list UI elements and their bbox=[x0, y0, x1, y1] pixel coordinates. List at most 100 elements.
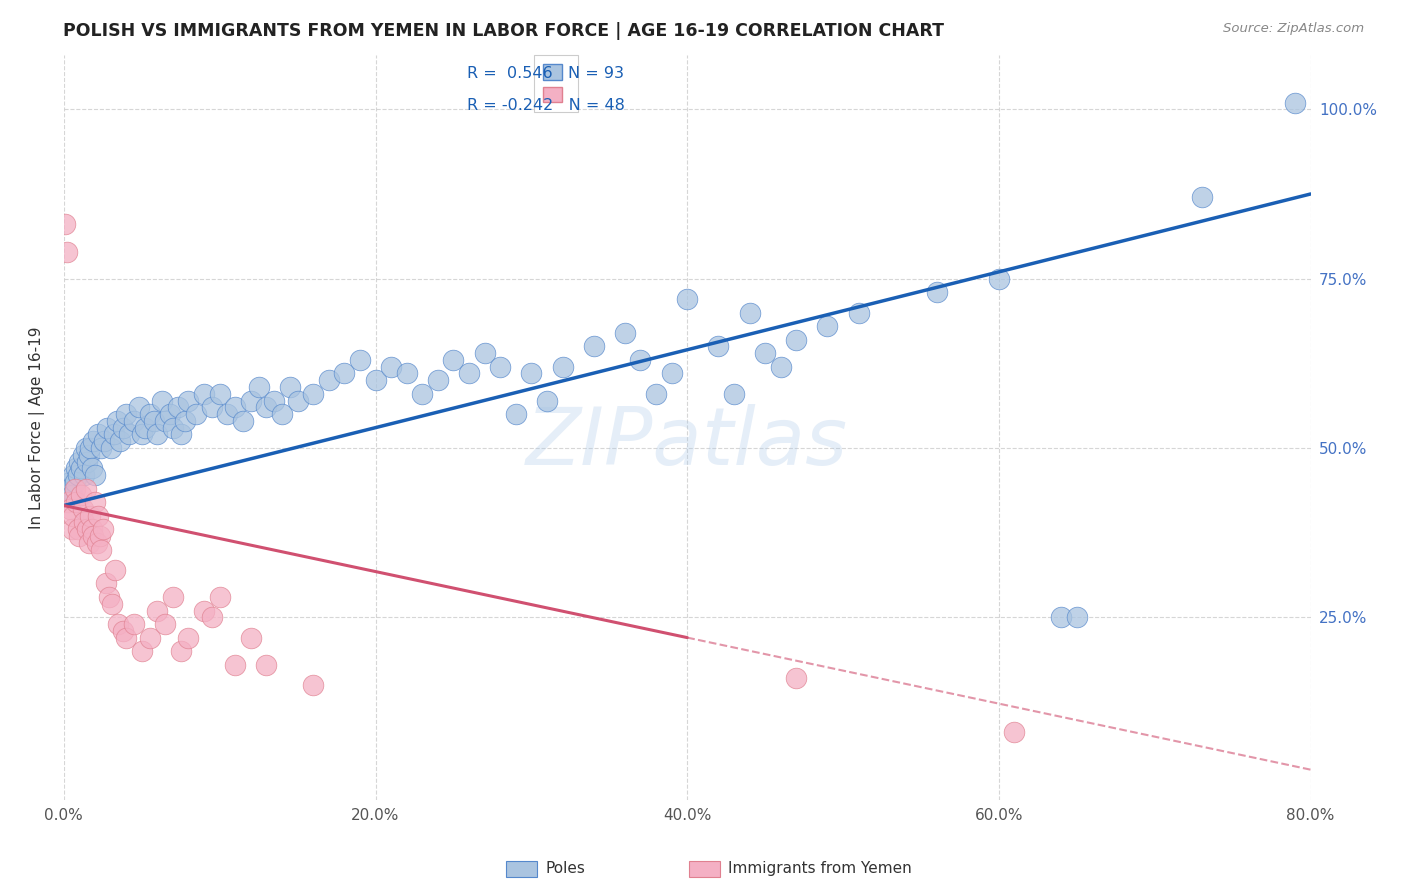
Text: Source: ZipAtlas.com: Source: ZipAtlas.com bbox=[1223, 22, 1364, 36]
Point bbox=[278, 380, 301, 394]
Point bbox=[91, 522, 114, 536]
Point bbox=[75, 482, 97, 496]
Point bbox=[84, 468, 107, 483]
Point bbox=[108, 434, 131, 449]
Point bbox=[76, 522, 98, 536]
Point bbox=[104, 563, 127, 577]
Point bbox=[707, 339, 730, 353]
Point bbox=[70, 488, 93, 502]
Point bbox=[101, 597, 124, 611]
Point bbox=[208, 590, 231, 604]
Point bbox=[67, 454, 90, 468]
Point bbox=[645, 386, 668, 401]
Point bbox=[131, 427, 153, 442]
Point bbox=[239, 393, 262, 408]
Point bbox=[364, 373, 387, 387]
Point bbox=[62, 508, 84, 523]
Point bbox=[100, 441, 122, 455]
Point bbox=[58, 482, 80, 496]
Point bbox=[60, 488, 83, 502]
Point bbox=[77, 448, 100, 462]
Point bbox=[177, 631, 200, 645]
Point bbox=[79, 508, 101, 523]
Point bbox=[505, 407, 527, 421]
Point bbox=[754, 346, 776, 360]
Point bbox=[785, 333, 807, 347]
Point bbox=[87, 508, 110, 523]
Point bbox=[785, 671, 807, 685]
Point bbox=[630, 352, 652, 367]
Point bbox=[676, 292, 699, 306]
Point bbox=[271, 407, 294, 421]
Point bbox=[426, 373, 449, 387]
Point bbox=[58, 495, 80, 509]
Point bbox=[411, 386, 433, 401]
Point bbox=[70, 461, 93, 475]
Point bbox=[86, 535, 108, 549]
Point bbox=[193, 386, 215, 401]
Point bbox=[128, 401, 150, 415]
Y-axis label: In Labor Force | Age 16-19: In Labor Force | Age 16-19 bbox=[30, 326, 45, 529]
Point bbox=[56, 244, 79, 259]
Point bbox=[115, 631, 138, 645]
Point bbox=[520, 367, 543, 381]
Point bbox=[333, 367, 356, 381]
Point bbox=[987, 271, 1010, 285]
Point bbox=[201, 401, 224, 415]
Point bbox=[56, 488, 79, 502]
Point bbox=[723, 386, 745, 401]
Point bbox=[63, 475, 86, 489]
Point bbox=[112, 420, 135, 434]
Point bbox=[661, 367, 683, 381]
Point bbox=[96, 420, 118, 434]
Text: R = -0.242   N = 48: R = -0.242 N = 48 bbox=[467, 98, 624, 113]
Point bbox=[103, 427, 125, 442]
Text: POLISH VS IMMIGRANTS FROM YEMEN IN LABOR FORCE | AGE 16-19 CORRELATION CHART: POLISH VS IMMIGRANTS FROM YEMEN IN LABOR… bbox=[63, 22, 945, 40]
Point bbox=[90, 542, 112, 557]
Point bbox=[59, 502, 82, 516]
Point bbox=[162, 420, 184, 434]
Point bbox=[287, 393, 309, 408]
Point bbox=[59, 475, 82, 489]
Point bbox=[174, 414, 197, 428]
Point bbox=[66, 522, 89, 536]
Point bbox=[67, 529, 90, 543]
Point bbox=[848, 305, 870, 319]
Point bbox=[349, 352, 371, 367]
Point bbox=[551, 359, 574, 374]
Point bbox=[170, 644, 193, 658]
Point bbox=[72, 448, 94, 462]
Point bbox=[153, 617, 176, 632]
Text: R =  0.546   N = 93: R = 0.546 N = 93 bbox=[467, 66, 623, 81]
Point bbox=[201, 610, 224, 624]
Point bbox=[53, 218, 76, 232]
Point bbox=[65, 495, 87, 509]
Point bbox=[122, 617, 145, 632]
Point bbox=[77, 535, 100, 549]
Point bbox=[395, 367, 418, 381]
Point bbox=[247, 380, 270, 394]
Point bbox=[224, 401, 246, 415]
Point bbox=[138, 407, 160, 421]
Point bbox=[138, 631, 160, 645]
Point bbox=[63, 482, 86, 496]
Point bbox=[65, 461, 87, 475]
Point bbox=[76, 454, 98, 468]
Point bbox=[302, 678, 325, 692]
Point bbox=[122, 414, 145, 428]
Point bbox=[536, 393, 558, 408]
Point bbox=[817, 319, 839, 334]
Point bbox=[1191, 190, 1213, 204]
Point bbox=[162, 590, 184, 604]
Point bbox=[224, 657, 246, 672]
Point bbox=[73, 468, 96, 483]
Point bbox=[302, 386, 325, 401]
Point bbox=[87, 427, 110, 442]
Point bbox=[441, 352, 464, 367]
Point bbox=[94, 576, 117, 591]
Point bbox=[112, 624, 135, 638]
Point bbox=[318, 373, 340, 387]
Point bbox=[738, 305, 761, 319]
Point bbox=[93, 434, 115, 449]
Point bbox=[143, 414, 166, 428]
